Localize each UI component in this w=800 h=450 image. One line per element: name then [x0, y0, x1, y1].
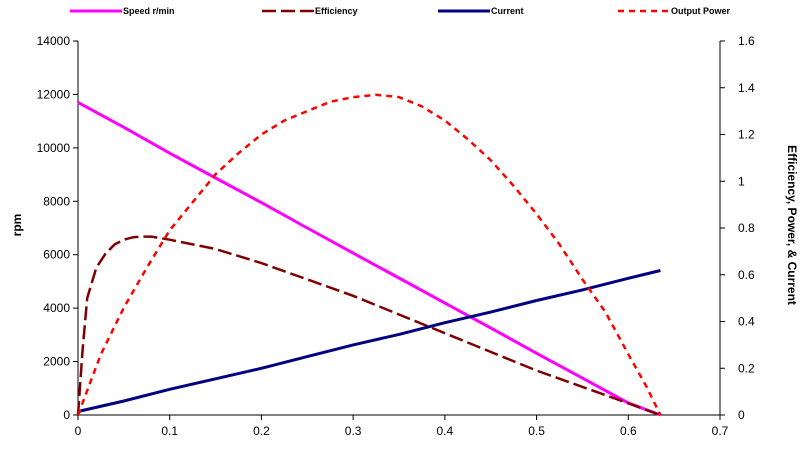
legend-label-current: Current [491, 6, 524, 16]
y-right-tick-label: 0.8 [738, 221, 755, 235]
x-tick-label: 0.3 [345, 424, 362, 438]
y-left-tick-label: 0 [63, 408, 70, 422]
x-tick-label: 0.2 [253, 424, 270, 438]
y-right-tick-label: 0.2 [738, 361, 755, 375]
y-left-tick-label: 12000 [37, 87, 71, 101]
y-right-tick-label: 0.6 [738, 268, 755, 282]
y-left-tick-label: 4000 [43, 301, 70, 315]
y-axis-right-title: Efficiency, Power, & Current [785, 145, 799, 305]
y-right-tick-label: 0.4 [738, 315, 755, 329]
y-left-tick-label: 8000 [43, 194, 70, 208]
x-tick-label: 0.4 [437, 424, 454, 438]
y-left-tick-label: 6000 [43, 248, 70, 262]
x-tick-label: 0 [75, 424, 82, 438]
series-layer [76, 93, 662, 417]
x-tick-label: 0.6 [620, 424, 637, 438]
legend-label-output-power: Output Power [671, 6, 730, 16]
series-line-speed-r-min [77, 101, 661, 417]
legend-label-efficiency: Efficiency [315, 6, 358, 16]
y-axis-left-title: rpm [10, 214, 24, 237]
x-axis: 0 0.1 0.2 0.3 0.4 0.5 0.6 0.7 [75, 415, 729, 438]
series-line-current [77, 269, 661, 413]
y-axis-right: 0 0.2 0.4 0.6 0.8 1 1.2 1.4 1.6 [720, 34, 755, 422]
legend-label-speed-r-min: Speed r/min [123, 6, 175, 16]
y-left-tick-label: 2000 [43, 355, 70, 369]
y-axis-left: 0 2000 4000 6000 8000 10000 12000 14000 [37, 34, 78, 422]
x-tick-label: 0.1 [161, 424, 178, 438]
series-line-output-power [76, 93, 662, 416]
y-left-tick-label: 10000 [37, 141, 71, 155]
y-right-tick-label: 1.2 [738, 128, 755, 142]
y-right-tick-label: 1.6 [738, 34, 755, 48]
x-tick-label: 0.5 [528, 424, 545, 438]
legend: Speed r/min Efficiency Current Output Power [70, 6, 730, 16]
x-tick-label: 0.7 [712, 424, 729, 438]
y-right-tick-label: 0 [738, 408, 745, 422]
y-right-tick-label: 1.4 [738, 81, 755, 95]
y-right-tick-label: 1 [738, 174, 745, 188]
series-line-efficiency [76, 235, 661, 417]
y-left-tick-label: 14000 [37, 34, 71, 48]
